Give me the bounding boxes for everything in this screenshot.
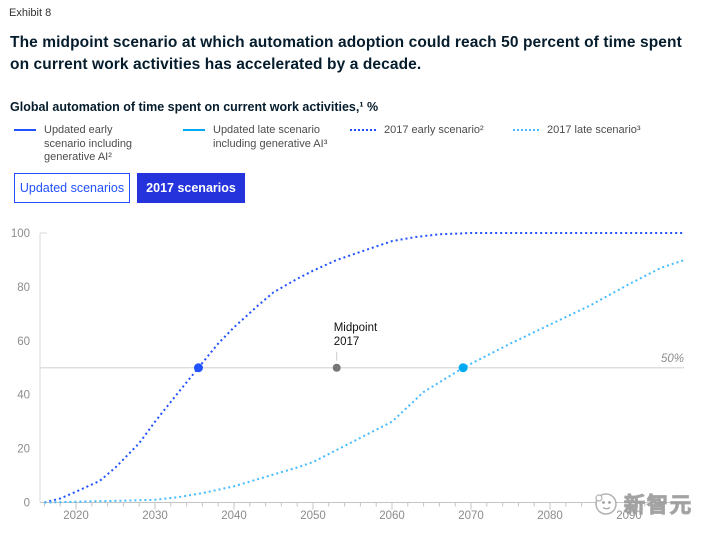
svg-text:2070: 2070 xyxy=(458,510,484,522)
chart-svg: 2020 2030 2040 2050 2060 2070 2080 209002040608… xyxy=(11,228,685,522)
svg-text:20: 20 xyxy=(17,444,30,456)
legend-swatch-solid-blue-icon xyxy=(14,129,36,131)
svg-text:2090: 2090 xyxy=(616,510,642,522)
page-title: The midpoint scenario at which automatio… xyxy=(10,34,682,73)
svg-text:2017: 2017 xyxy=(334,336,360,348)
legend-item-updated-early: Updated early scenario including generat… xyxy=(14,124,156,165)
legend-item-2017-late: 2017 late scenario³ xyxy=(513,124,641,138)
legend-swatch-solid-cyan-icon xyxy=(183,129,205,131)
legend-label: Updated early scenario including generat… xyxy=(44,124,133,163)
watermark-text: 新智元 xyxy=(624,494,693,518)
svg-text:60: 60 xyxy=(17,336,30,348)
svg-text:2080: 2080 xyxy=(537,510,563,522)
svg-text:50%: 50% xyxy=(661,353,684,365)
tab-2017-scenarios[interactable]: 2017 scenarios xyxy=(137,173,245,203)
watermark-logo-icon xyxy=(595,493,617,515)
chart-area: 2020 2030 2040 2050 2060 2070 2080 2090 0 20 40 60 8… xyxy=(0,215,707,540)
chart-subtitle: Global automation of time spent on curre… xyxy=(10,100,379,114)
legend-item-updated-late: Updated late scenario including generati… xyxy=(183,124,331,151)
svg-text:Midpoint: Midpoint xyxy=(334,322,378,334)
svg-text:2050: 2050 xyxy=(300,510,326,522)
legend-swatch-dotted-blue-icon xyxy=(350,129,376,131)
legend-swatch-dotted-cyan-icon xyxy=(513,129,539,131)
svg-text:2060: 2060 xyxy=(379,510,405,522)
svg-text:2030: 2030 xyxy=(142,510,168,522)
watermark: 新智元 xyxy=(593,489,693,519)
svg-text:2040: 2040 xyxy=(221,510,247,522)
svg-text:0: 0 xyxy=(24,498,30,510)
svg-text:40: 40 xyxy=(17,390,30,402)
exhibit-label: Exhibit 8 xyxy=(9,7,52,19)
legend-label: 2017 late scenario³ xyxy=(547,124,641,136)
legend-label: 2017 early scenario² xyxy=(384,124,484,136)
svg-text:100: 100 xyxy=(11,228,30,240)
tab-updated-scenarios[interactable]: Updated scenarios xyxy=(14,173,130,203)
legend-label: Updated late scenario including generati… xyxy=(213,124,328,150)
legend-item-2017-early: 2017 early scenario² xyxy=(350,124,484,138)
svg-text:80: 80 xyxy=(17,282,30,294)
svg-text:2020: 2020 xyxy=(63,510,89,522)
